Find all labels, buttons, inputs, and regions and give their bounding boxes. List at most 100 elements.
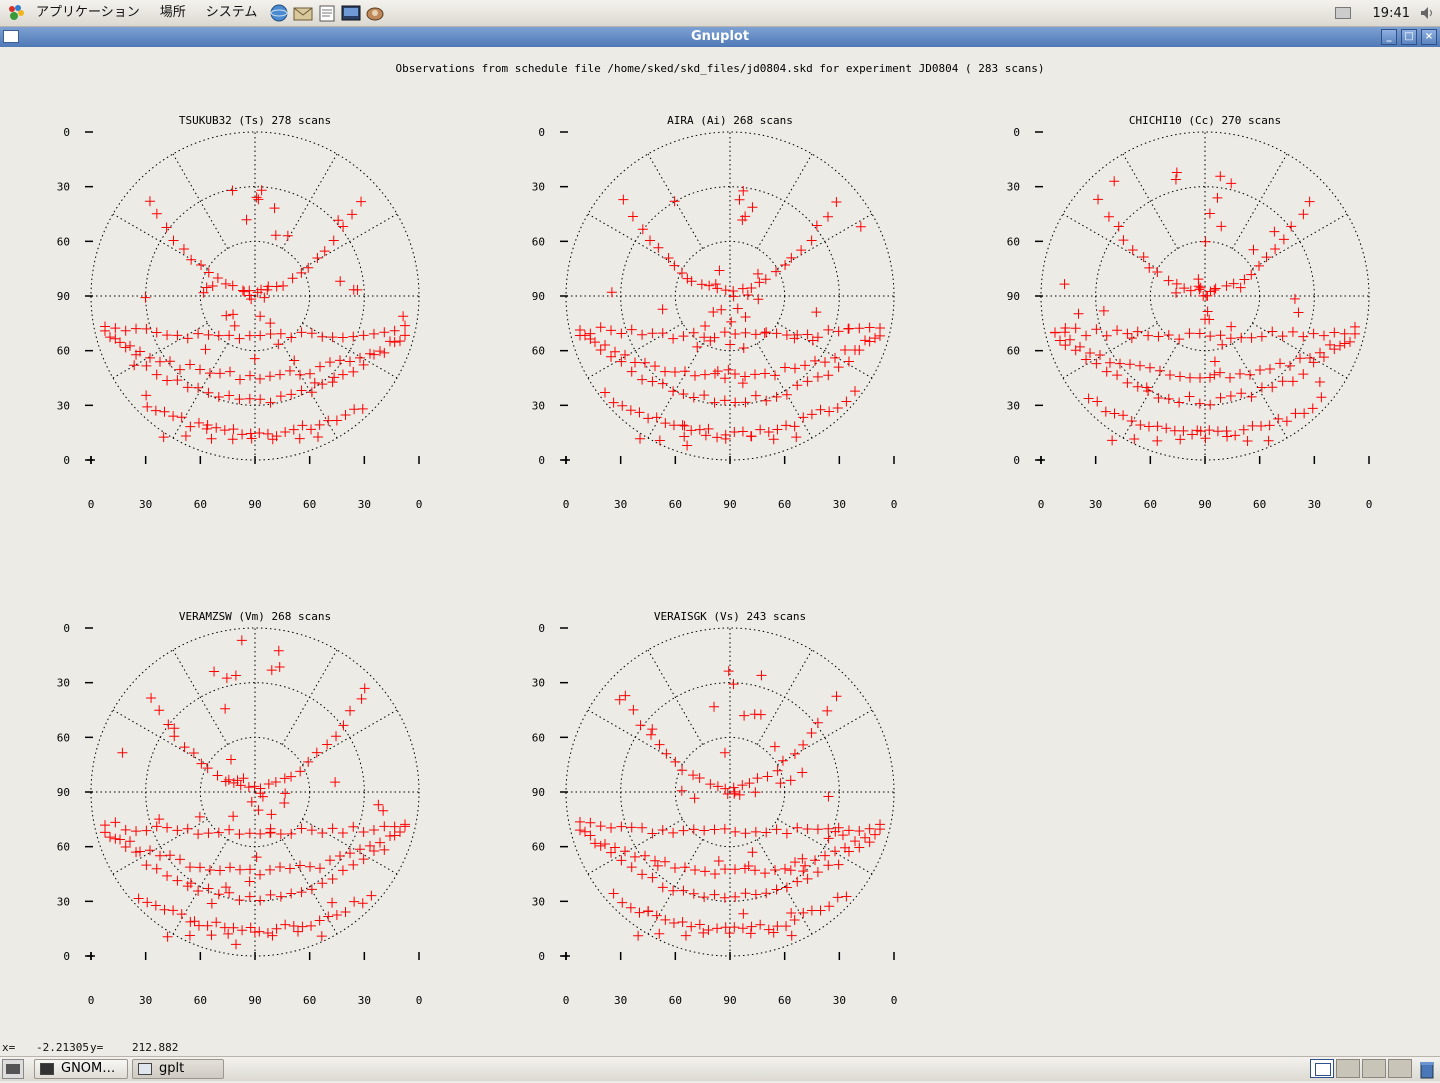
scan-marker — [1222, 431, 1233, 442]
scan-marker — [219, 922, 230, 933]
scan-marker — [729, 788, 740, 799]
scan-marker — [781, 921, 792, 932]
editor-icon[interactable] — [317, 4, 337, 22]
station-panel: CHICHI10 (Cc) 270 scans 0 30 60 90 60 30 0 0 30 60… — [1007, 114, 1373, 511]
scan-marker — [314, 419, 325, 430]
menu-system[interactable]: システム — [205, 5, 258, 20]
scan-marker — [832, 892, 843, 903]
scan-marker — [657, 825, 668, 836]
speaker-icon[interactable] — [1418, 4, 1436, 22]
close-button[interactable]: × — [1421, 29, 1437, 45]
scan-marker — [1256, 382, 1267, 393]
minimize-button[interactable]: _ — [1381, 29, 1397, 45]
scan-marker — [110, 817, 121, 828]
menu-places[interactable]: 場所 — [159, 5, 186, 20]
scan-marker — [275, 862, 285, 873]
y-tick-label: 90 — [532, 786, 545, 799]
window-menu-button[interactable] — [3, 30, 19, 43]
maximize-button[interactable]: □ — [1401, 29, 1417, 45]
workspace-2[interactable] — [1336, 1059, 1360, 1078]
scan-marker — [246, 294, 257, 305]
scan-marker — [1132, 381, 1143, 392]
workspace-4[interactable] — [1388, 1059, 1412, 1078]
scan-marker — [150, 405, 161, 416]
scan-marker — [1145, 362, 1155, 373]
x-tick-label: 30 — [1089, 498, 1102, 511]
scan-marker — [806, 905, 817, 916]
scan-marker — [1255, 364, 1265, 375]
scan-marker — [1122, 328, 1133, 339]
battery-icon[interactable] — [1334, 7, 1351, 19]
scan-marker — [1248, 244, 1259, 255]
browser-icon[interactable] — [269, 4, 289, 22]
gnome-foot-icon[interactable] — [6, 3, 26, 23]
task-gplt[interactable]: gplt — [132, 1059, 224, 1079]
scan-marker — [168, 905, 179, 916]
scan-marker — [100, 325, 110, 336]
task-gnome-terminal[interactable]: GNOM… — [34, 1059, 128, 1079]
azimuth-spoke — [281, 343, 338, 439]
scan-marker — [162, 870, 173, 881]
x-tick-label: 0 — [88, 994, 95, 1007]
window-title-bar[interactable]: Gnuplot _ □ × — [0, 27, 1440, 47]
scan-marker — [688, 327, 699, 338]
scan-marker — [224, 390, 235, 401]
scan-marker — [389, 821, 400, 832]
scan-marker — [162, 330, 173, 341]
menu-applications[interactable]: アプリケーション — [36, 5, 140, 20]
scan-marker — [1209, 284, 1220, 295]
scan-marker — [151, 208, 162, 219]
scan-marker — [213, 889, 224, 900]
scan-marker — [595, 840, 606, 851]
scan-marker — [1163, 275, 1174, 286]
scan-marker — [745, 431, 756, 442]
scan-marker — [286, 771, 297, 782]
scan-marker — [1298, 331, 1309, 342]
scan-marker — [178, 244, 189, 255]
scan-marker — [133, 893, 144, 904]
scan-marker — [725, 339, 736, 350]
show-desktop-icon[interactable] — [2, 1059, 24, 1079]
trash-icon[interactable] — [1418, 1059, 1436, 1079]
scan-marker — [789, 748, 800, 759]
scan-marker — [1205, 399, 1216, 410]
status-bar: x= -2.21305 y= 212.882 — [0, 1040, 1440, 1056]
scan-marker — [720, 433, 731, 444]
scan-marker — [236, 635, 247, 646]
plot-canvas[interactable]: Observations from schedule file /home/sk… — [0, 48, 1440, 1040]
scan-marker — [700, 321, 711, 332]
scan-marker — [163, 719, 174, 730]
scan-marker — [600, 387, 610, 398]
terminal-icon[interactable] — [341, 4, 361, 22]
scan-marker — [266, 809, 277, 820]
scan-marker — [1195, 282, 1206, 293]
scan-marker — [738, 343, 749, 354]
scan-marker — [311, 747, 322, 758]
scan-marker — [185, 878, 196, 889]
scan-marker — [288, 424, 299, 435]
scan-marker — [317, 828, 328, 839]
mail-icon[interactable] — [293, 4, 313, 22]
scan-marker — [669, 196, 680, 207]
station-title: VERAMZSW (Vm) 268 scans — [179, 610, 331, 623]
scan-marker — [635, 720, 646, 731]
scan-marker — [195, 862, 205, 873]
scan-marker — [802, 873, 813, 884]
scan-marker — [590, 838, 600, 849]
scan-marker — [215, 368, 225, 379]
scan-marker — [703, 423, 714, 434]
network-icon[interactable] — [365, 4, 385, 22]
scan-marker — [286, 828, 297, 839]
scan-marker — [1304, 196, 1315, 207]
scan-marker — [1230, 430, 1241, 441]
scan-marker — [1269, 226, 1280, 237]
scan-marker — [700, 369, 710, 380]
workspace-1[interactable] — [1310, 1059, 1334, 1078]
scan-marker — [296, 327, 307, 338]
panel-clock[interactable]: 19:41 — [1372, 5, 1410, 21]
scan-marker — [686, 921, 697, 932]
y-tick-label: 30 — [532, 181, 545, 194]
scan-marker — [1270, 243, 1281, 254]
workspace-3[interactable] — [1362, 1059, 1386, 1078]
y-tick-label: 30 — [532, 677, 545, 690]
